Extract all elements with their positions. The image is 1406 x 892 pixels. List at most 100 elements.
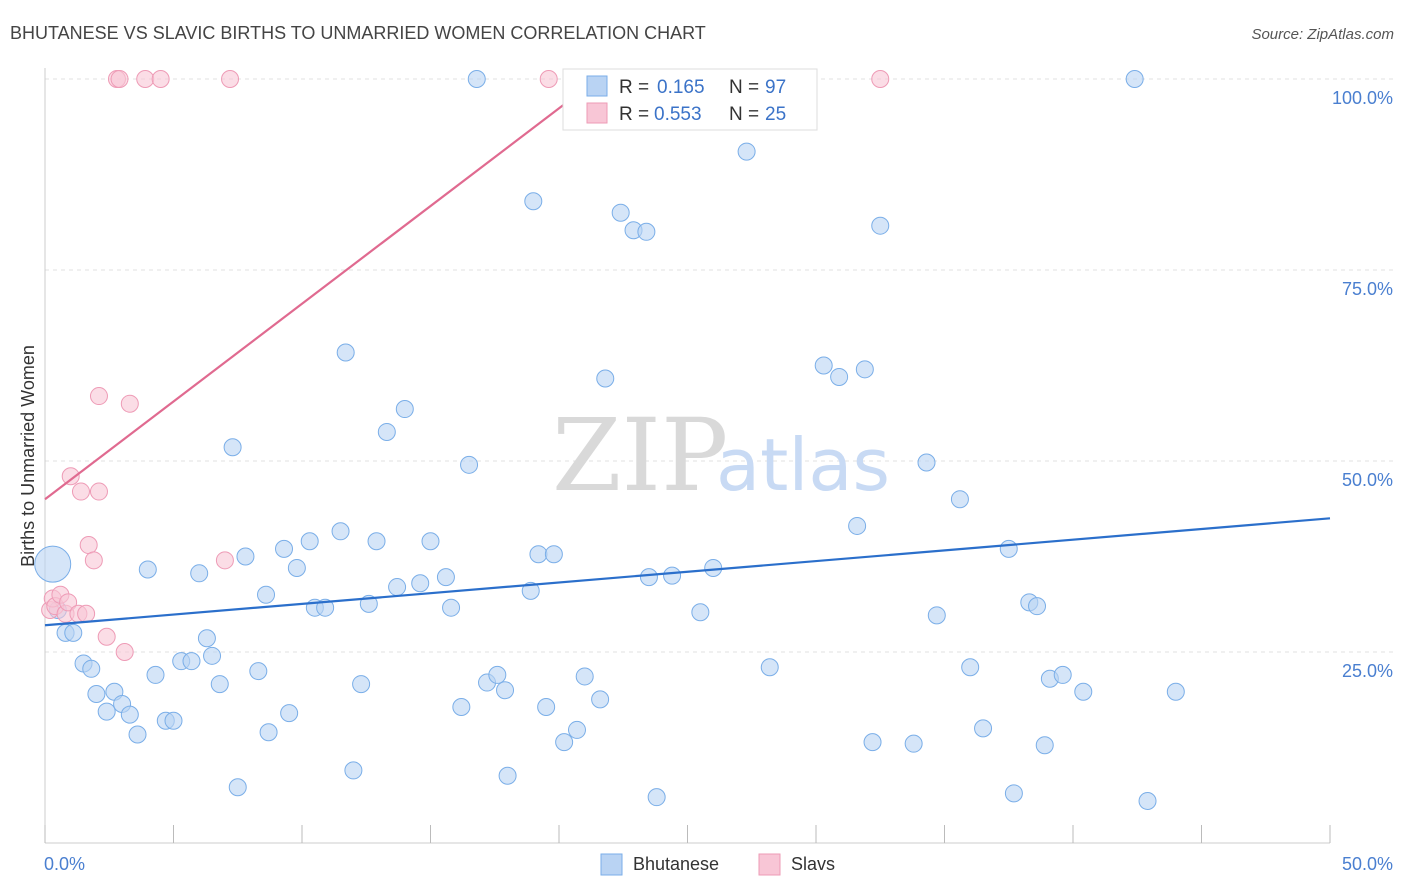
point-slavs: [89, 482, 108, 501]
point-bhutanese: [575, 667, 594, 686]
point-bhutanese: [367, 532, 386, 551]
watermark-zip: ZIP: [552, 397, 728, 514]
point-bhutanese: [737, 142, 756, 161]
point-slavs: [151, 70, 170, 88]
point-bhutanese: [871, 216, 890, 235]
point-slavs: [59, 593, 78, 612]
point-bhutanese: [529, 545, 548, 564]
point-bhutanese: [639, 568, 658, 587]
point-bhutanese: [182, 652, 201, 671]
point-bhutanese: [300, 532, 319, 551]
point-slavs: [120, 394, 139, 413]
point-bhutanese: [280, 704, 299, 723]
point-bhutanese: [336, 343, 355, 362]
point-bhutanese: [863, 733, 882, 752]
x-tick-label-max: 50.0%: [1342, 854, 1393, 874]
y-axis-label: Births to Unmarried Women: [18, 345, 38, 567]
point-bhutanese: [1035, 736, 1054, 755]
trend-lines: [44, 78, 1331, 627]
point-bhutanese: [421, 532, 440, 551]
chart-title: BHUTANESE VS SLAVIC BIRTHS TO UNMARRIED …: [10, 23, 706, 43]
point-bhutanese: [524, 192, 543, 211]
point-bhutanese: [210, 675, 229, 694]
point-bhutanese: [331, 522, 350, 541]
point-bhutanese: [228, 778, 247, 797]
point-bhutanese: [855, 360, 874, 379]
y-tick-label-50: 50.0%: [1342, 470, 1393, 490]
point-bhutanese: [436, 568, 455, 587]
point-slavs: [539, 70, 558, 88]
point-bhutanese: [848, 516, 867, 535]
legend-n-value-slavs: 25: [765, 104, 786, 125]
point-bhutanese: [87, 685, 106, 704]
point-slavs: [84, 551, 103, 570]
point-bhutanese: [352, 675, 371, 694]
point-bhutanese: [34, 545, 72, 583]
stats-legend: R = 0.165 N = 97 R = 0.553 N = 25: [562, 68, 818, 131]
point-bhutanese: [236, 547, 255, 566]
point-bhutanese: [488, 665, 507, 684]
point-bhutanese: [452, 698, 471, 717]
point-bhutanese: [637, 222, 656, 241]
x-tick-label-min: 0.0%: [44, 854, 85, 874]
point-bhutanese: [223, 438, 242, 457]
point-slavs: [110, 70, 129, 88]
legend-swatch-bhutanese: [586, 75, 608, 97]
point-bhutanese: [927, 606, 946, 625]
y-tick-label-75: 75.0%: [1342, 279, 1393, 299]
point-bhutanese: [1053, 665, 1072, 684]
point-bhutanese: [1004, 784, 1023, 803]
point-slavs: [77, 604, 96, 623]
series-legend-label-slavs: Slavs: [791, 854, 835, 874]
point-bhutanese: [257, 585, 276, 604]
point-bhutanese: [999, 539, 1018, 558]
point-bhutanese: [190, 564, 209, 583]
point-bhutanese: [591, 690, 610, 709]
point-slavs: [61, 467, 80, 486]
point-bhutanese: [496, 681, 515, 700]
legend-n-value-bhutanese: 97: [765, 77, 786, 98]
point-slavs: [115, 643, 134, 661]
point-bhutanese: [1028, 597, 1047, 616]
y-tick-labels: 25.0% 50.0% 75.0% 100.0%: [1332, 88, 1393, 681]
point-bhutanese: [760, 658, 779, 677]
point-bhutanese: [128, 725, 147, 744]
point-bhutanese: [138, 560, 157, 579]
point-bhutanese: [663, 566, 682, 585]
point-bhutanese: [82, 659, 101, 678]
point-slavs: [871, 70, 890, 88]
point-bhutanese: [377, 422, 396, 441]
legend-swatch-slavs: [586, 102, 608, 124]
point-bhutanese: [974, 719, 993, 738]
point-bhutanese: [259, 723, 278, 742]
point-bhutanese: [704, 558, 723, 577]
point-bhutanese: [961, 658, 980, 677]
point-bhutanese: [498, 766, 517, 785]
y-tick-label-25: 25.0%: [1342, 661, 1393, 681]
point-bhutanese: [395, 400, 414, 419]
series-legend-label-bhutanese: Bhutanese: [633, 854, 719, 874]
point-bhutanese: [691, 603, 710, 622]
legend-r-value-bhutanese: 0.165: [657, 77, 705, 98]
point-bhutanese: [950, 490, 969, 509]
point-bhutanese: [164, 711, 183, 730]
point-bhutanese: [904, 734, 923, 753]
point-bhutanese: [544, 545, 563, 564]
point-slavs: [89, 387, 108, 406]
point-bhutanese: [249, 662, 268, 681]
chart-source: Source: ZipAtlas.com: [1251, 26, 1394, 43]
y-tick-label-100: 100.0%: [1332, 88, 1393, 108]
point-bhutanese: [64, 623, 83, 642]
point-bhutanese: [537, 698, 556, 717]
point-bhutanese: [411, 574, 430, 593]
point-slavs: [71, 482, 90, 501]
point-bhutanese: [203, 646, 222, 665]
scatter-points: [34, 70, 1185, 810]
legend-n-label-bhutanese: N =: [729, 77, 759, 98]
point-bhutanese: [1125, 70, 1144, 88]
point-bhutanese: [555, 733, 574, 752]
legend-r-label-bhutanese: R =: [619, 77, 649, 98]
axes: [44, 68, 1331, 844]
point-bhutanese: [1074, 682, 1093, 701]
point-bhutanese: [460, 455, 479, 474]
